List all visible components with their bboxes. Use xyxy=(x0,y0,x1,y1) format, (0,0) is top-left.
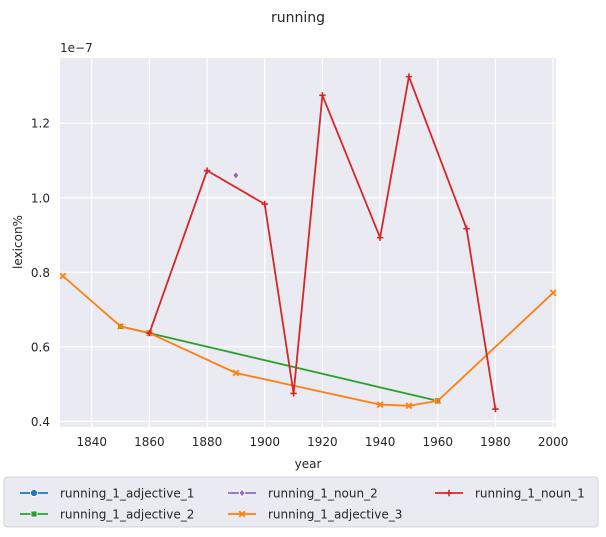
point-running-1-noun-1-2 xyxy=(261,200,268,208)
point-running-1-noun-2-0 xyxy=(232,170,240,180)
legend-frame xyxy=(3,476,599,528)
point-running-1-noun-1-8 xyxy=(492,405,499,413)
point-running-1-noun-1-5 xyxy=(376,234,384,241)
legend: running_1_adjective_1 running_1_adjective… xyxy=(3,476,599,528)
line-running-1-adjective-3 xyxy=(62,275,554,407)
legend-marker-running-1-noun-2 xyxy=(238,488,246,498)
grid xyxy=(60,58,556,427)
point-running-1-adjective-3-4 xyxy=(376,401,384,409)
y-axis-ticks: 0.4 0.6 0.8 1.0 1.2 xyxy=(31,117,50,429)
chart-title: running xyxy=(271,10,325,26)
point-running-1-noun-1-3 xyxy=(290,390,297,397)
x-tick-1880: 1880 xyxy=(192,435,223,449)
x-tick-1960: 1960 xyxy=(422,435,453,449)
legend-marker-running-1-adjective-2 xyxy=(30,510,38,518)
y-tick-4: 1.2 xyxy=(31,117,50,131)
series-layer xyxy=(59,73,557,413)
legend-entry-running-1-adjective-1: running_1_adjective_1 xyxy=(20,487,194,501)
x-tick-1860: 1860 xyxy=(134,435,165,449)
legend-marker-running-1-adjective-1 xyxy=(30,489,38,497)
x-tick-1920: 1920 xyxy=(307,435,338,449)
legend-marker-running-1-noun-1 xyxy=(445,489,453,497)
x-axis-label: year xyxy=(295,457,322,471)
x-tick-1840: 1840 xyxy=(76,435,107,449)
series-running-1-noun-1 xyxy=(146,73,499,413)
x-tick-1940: 1940 xyxy=(365,435,396,449)
y-axis-label: lexicon% xyxy=(11,215,25,269)
y-axis-multiplier: 1e−7 xyxy=(60,41,93,55)
x-tick-1900: 1900 xyxy=(249,435,280,449)
point-running-1-adjective-3-7 xyxy=(549,289,557,297)
point-running-1-noun-1-4 xyxy=(319,92,326,99)
y-tick-1: 0.6 xyxy=(31,340,50,354)
legend-entry-running-1-adjective-2: running_1_adjective_2 xyxy=(20,508,194,522)
y-tick-3: 1.0 xyxy=(31,191,50,205)
x-tick-1980: 1980 xyxy=(480,435,511,449)
point-running-1-noun-1-6 xyxy=(405,73,413,80)
point-running-1-adjective-3-5 xyxy=(405,402,413,410)
legend-label-running-1-noun-2: running_1_noun_2 xyxy=(268,487,378,501)
point-running-1-adjective-3-6 xyxy=(434,397,442,405)
point-running-1-noun-1-1 xyxy=(203,167,211,174)
legend-label-running-1-adjective-1: running_1_adjective_1 xyxy=(60,487,194,501)
point-running-1-adjective-3-1 xyxy=(117,322,124,330)
point-running-1-noun-1-0 xyxy=(146,329,153,337)
point-running-1-adjective-3-0 xyxy=(59,272,67,280)
legend-label-running-1-adjective-2: running_1_adjective_2 xyxy=(60,508,194,522)
x-axis-ticks: 1840 1860 1880 1900 1920 1940 1960 1980 2000 xyxy=(76,435,568,449)
y-tick-2: 0.8 xyxy=(31,266,50,280)
x-tick-2000: 2000 xyxy=(538,435,569,449)
y-tick-0: 0.4 xyxy=(31,415,50,429)
point-running-1-noun-1-7 xyxy=(463,225,470,232)
legend-label-running-1-adjective-3: running_1_adjective_3 xyxy=(268,508,402,522)
point-running-1-adjective-3-3 xyxy=(232,369,240,377)
legend-entry-running-1-noun-1: running_1_noun_1 xyxy=(435,487,585,501)
legend-label-running-1-noun-1: running_1_noun_1 xyxy=(475,487,585,501)
series-running-1-noun-2 xyxy=(232,170,240,180)
legend-entry-running-1-noun-2: running_1_noun_2 xyxy=(228,487,378,501)
legend-marker-running-1-adjective-3 xyxy=(238,510,246,518)
legend-entry-running-1-adjective-3: running_1_adjective_3 xyxy=(228,508,402,522)
